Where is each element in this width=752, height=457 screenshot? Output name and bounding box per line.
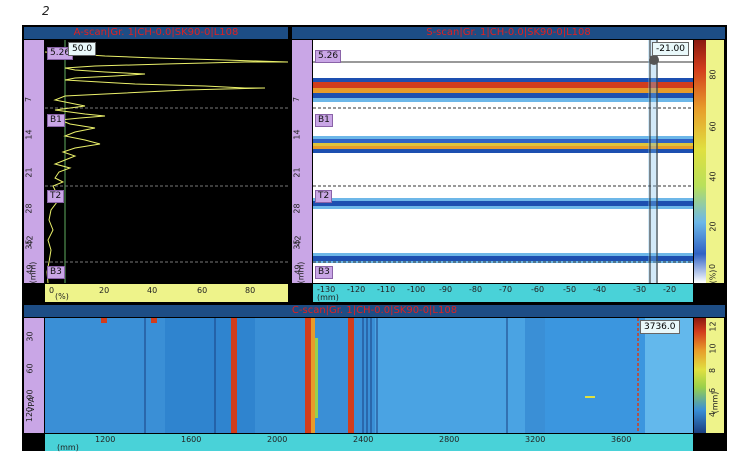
sscan-gate-label[interactable]: T2 bbox=[315, 190, 333, 203]
sscan-x-tick: -120 bbox=[347, 285, 366, 294]
sscan-x-tick: -50 bbox=[563, 285, 577, 294]
ascan-amplitude-ruler[interactable]: 0 (%) 20 40 60 80 bbox=[45, 284, 288, 302]
sscan-depth-tick: 7 bbox=[292, 96, 302, 103]
sscan-color-scale bbox=[694, 40, 706, 283]
page-number: 2 bbox=[42, 4, 50, 18]
cscan-y-tick: 60 bbox=[25, 363, 35, 374]
sscan-x-tick: -110 bbox=[377, 285, 396, 294]
cscan-y-tick: 30 bbox=[25, 331, 35, 342]
ascan-readout: 50.0 bbox=[68, 42, 97, 56]
ascan-gate-label[interactable]: 5.26 bbox=[47, 47, 74, 60]
ascan-gate-label[interactable]: T2 bbox=[47, 190, 65, 203]
sscan-scale-tick: 40 bbox=[708, 171, 718, 182]
cscan-x-tick: 1200 bbox=[95, 435, 116, 444]
cscan-color-scale-ruler: 12 10 8 6 4 (mm) bbox=[706, 318, 724, 433]
ascan-amp-tick: 80 bbox=[245, 286, 256, 295]
sscan-x-tick: -70 bbox=[499, 285, 513, 294]
cscan-y-unit: VPA bbox=[27, 396, 37, 413]
cscan-x-tick: 3200 bbox=[525, 435, 546, 444]
ascan-gate-label[interactable]: B3 bbox=[47, 266, 65, 279]
sscan-scale-unit: (%) bbox=[708, 269, 718, 284]
ascan-amp-tick: 0 bbox=[49, 286, 55, 295]
sscan-title-bar: S-scan|Gr. 1|CH-0.0|SK90-0|L108 bbox=[292, 27, 725, 39]
sscan-scale-tick: 20 bbox=[708, 221, 718, 232]
cscan-x-tick: 3600 bbox=[611, 435, 632, 444]
sscan-position-ruler[interactable]: -130 (mm) -120 -110 -100 -90 -80 -70 -60… bbox=[313, 284, 693, 302]
sscan-x-tick: -130 bbox=[317, 285, 336, 294]
sscan-x-unit: (mm) bbox=[317, 293, 339, 302]
ascan-plot[interactable] bbox=[45, 40, 288, 283]
cscan-color-scale bbox=[694, 318, 706, 433]
sscan-depth-tick: 14 bbox=[292, 129, 302, 140]
sscan-readout: -21.00 bbox=[652, 42, 690, 56]
cscan-y-ruler[interactable]: 30 60 90 120 VPA bbox=[24, 318, 44, 433]
cscan-scale-unit: (mm) bbox=[710, 391, 720, 414]
sscan-scale-tick: 60 bbox=[708, 121, 718, 132]
cscan-x-tick: 1600 bbox=[181, 435, 202, 444]
sscan-x-tick: -60 bbox=[531, 285, 545, 294]
ascan-amp-tick: 20 bbox=[99, 286, 110, 295]
ascan-depth-tick: 14 bbox=[24, 129, 34, 140]
sscan-color-scale-ruler: 80 60 40 20 0 (%) bbox=[706, 40, 724, 283]
cscan-readout: 3736.0 bbox=[640, 320, 680, 334]
ascan-depth-tick: 42 bbox=[25, 235, 35, 246]
sscan-gate-label[interactable]: B1 bbox=[315, 114, 333, 127]
sscan-depth-tick: 42 bbox=[293, 235, 303, 246]
cscan-position-ruler[interactable]: 1200 (mm) 1600 2000 2400 2800 3200 3600 bbox=[45, 434, 693, 452]
cscan-x-unit: (mm) bbox=[57, 443, 79, 452]
sscan-depth-tick: 49 bbox=[293, 264, 303, 275]
sscan-depth-tick: 28 bbox=[292, 203, 302, 214]
sscan-x-tick: -30 bbox=[633, 285, 647, 294]
sscan-x-tick: -90 bbox=[439, 285, 453, 294]
cscan-scale-tick: 8 bbox=[708, 367, 718, 374]
ascan-amp-unit: (%) bbox=[55, 292, 69, 301]
ascan-depth-tick: 21 bbox=[24, 167, 34, 178]
cscan-x-tick: 2800 bbox=[439, 435, 460, 444]
ascan-amp-tick: 60 bbox=[197, 286, 208, 295]
ascan-amp-tick: 40 bbox=[147, 286, 158, 295]
cscan-x-tick: 2400 bbox=[353, 435, 374, 444]
ascan-depth-tick: 28 bbox=[24, 203, 34, 214]
ascan-title-bar: A-scan|Gr. 1|CH-0.0|SK90-0|L108 bbox=[24, 27, 288, 39]
cscan-title-bar: C-scan|Gr. 1|CH-0.0|SK90-0|L108 bbox=[24, 305, 725, 317]
sscan-plot[interactable] bbox=[313, 40, 693, 283]
sscan-depth-tick: 21 bbox=[292, 167, 302, 178]
sscan-scale-tick: 80 bbox=[708, 69, 718, 80]
sscan-gate-label[interactable]: 5.26 bbox=[315, 50, 342, 63]
ascan-gate-label[interactable]: B1 bbox=[47, 114, 65, 127]
cscan-plot[interactable] bbox=[45, 318, 693, 433]
cscan-scale-tick: 10 bbox=[708, 343, 718, 354]
cscan-x-tick: 2000 bbox=[267, 435, 288, 444]
cscan-scale-tick: 12 bbox=[708, 321, 718, 332]
ascan-depth-tick: 7 bbox=[24, 96, 34, 103]
sscan-x-tick: -80 bbox=[469, 285, 483, 294]
ascan-depth-tick: 49 bbox=[25, 264, 35, 275]
sscan-x-tick: -40 bbox=[593, 285, 607, 294]
sscan-scale-tick: 0 bbox=[708, 263, 718, 270]
sscan-depth-ruler[interactable]: 7 14 21 28 35 (mm) bbox=[292, 40, 312, 283]
sscan-gate-label[interactable]: B3 bbox=[315, 266, 333, 279]
sscan-x-tick: -20 bbox=[663, 285, 677, 294]
sscan-x-tick: -100 bbox=[407, 285, 426, 294]
ascan-depth-ruler[interactable]: 7 14 21 28 35 (mm) bbox=[24, 40, 44, 283]
